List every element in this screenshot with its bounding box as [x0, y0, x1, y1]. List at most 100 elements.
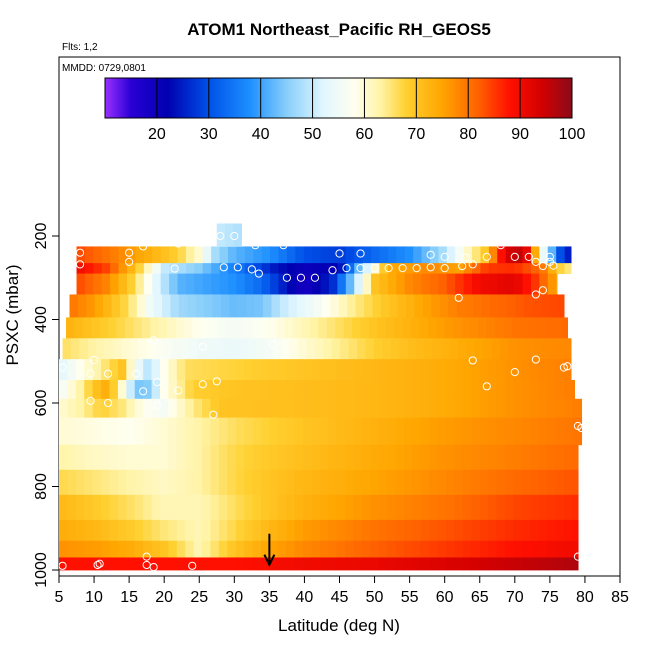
heatmap-cell — [522, 246, 532, 264]
heatmap-cell — [109, 557, 119, 571]
heatmap-cell — [465, 294, 475, 318]
heatmap-cell — [141, 317, 151, 339]
heatmap-cell — [70, 338, 80, 360]
heatmap-cell — [345, 469, 355, 496]
heatmap-cell — [192, 317, 202, 339]
heatmap-cell — [530, 359, 540, 381]
heatmap-cell — [412, 380, 422, 400]
heatmap-cell — [328, 263, 338, 274]
heatmap-cell — [415, 338, 425, 360]
heatmap-cell — [533, 338, 543, 360]
heatmap-cell — [260, 380, 270, 400]
heatmap-cell — [202, 444, 212, 471]
heatmap-cell — [76, 246, 86, 264]
heatmap-cell — [540, 294, 550, 318]
heatmap-cell — [109, 417, 119, 446]
heatmap-cell — [294, 519, 304, 542]
heatmap-cell — [109, 444, 119, 471]
heatmap-cell — [260, 469, 270, 496]
heatmap-cell — [277, 469, 287, 496]
heatmap-cell — [404, 444, 414, 471]
heatmap-cell — [387, 380, 397, 400]
location-marker — [263, 533, 276, 567]
x-tick-label: 15 — [120, 589, 138, 606]
heatmap-cell — [538, 444, 548, 471]
heatmap-cell — [193, 380, 203, 400]
heatmap-cell — [218, 469, 228, 496]
heatmap-cell — [479, 359, 489, 381]
heatmap-cell — [319, 519, 329, 542]
observation-point — [426, 263, 435, 272]
heatmap-cell — [202, 540, 212, 558]
heatmap-cell — [521, 380, 531, 400]
heatmap-cell — [202, 557, 212, 571]
x-tick-label: 60 — [436, 589, 454, 606]
heatmap-cell — [134, 380, 144, 400]
heatmap-cell — [244, 469, 254, 496]
heatmap-cell — [555, 519, 565, 542]
heatmap-cell — [261, 273, 271, 295]
heatmap-cell — [520, 317, 530, 339]
heatmap-cell — [278, 263, 288, 274]
heatmap-cell — [175, 317, 185, 339]
observation-point — [342, 264, 351, 273]
heatmap-cell — [378, 417, 388, 446]
observation-point — [233, 263, 242, 272]
heatmap-cell — [126, 494, 136, 521]
observation-point — [153, 378, 162, 387]
heatmap-cell — [370, 380, 380, 400]
heatmap-cell — [67, 380, 77, 400]
heatmap-cell — [563, 380, 573, 400]
heatmap-cell — [183, 317, 193, 339]
heatmap-cell — [126, 398, 136, 419]
heatmap-cell — [336, 398, 346, 419]
heatmap-cell — [247, 338, 257, 360]
heatmap-cell — [530, 557, 540, 571]
heatmap-cell — [286, 540, 296, 558]
heatmap-cell — [547, 380, 557, 400]
heatmap-cell — [362, 263, 372, 274]
heatmap-cell — [134, 540, 144, 558]
heatmap-cell — [396, 246, 406, 264]
heatmap-cell — [472, 246, 482, 264]
heatmap-cell — [124, 317, 134, 339]
heatmap-cell — [218, 398, 228, 419]
heatmap-cell — [354, 246, 364, 264]
heatmap-cell — [387, 417, 397, 446]
heatmap-cell — [515, 294, 525, 318]
observation-point — [198, 380, 207, 389]
heatmap-cell — [532, 294, 542, 318]
heatmap-cell — [462, 359, 472, 381]
heatmap-cell — [404, 380, 414, 400]
heatmap-cell — [269, 519, 279, 542]
observation-point — [216, 231, 225, 241]
heatmap-cell — [471, 417, 481, 446]
heatmap-cell — [235, 380, 245, 400]
heatmap-cell — [320, 273, 330, 295]
heatmap-cell — [572, 380, 576, 400]
heatmap-cell — [357, 338, 367, 360]
heatmap-cell — [301, 317, 311, 339]
heatmap-cell — [211, 263, 221, 274]
heatmap-cell — [244, 444, 254, 471]
heatmap-cell — [483, 338, 493, 360]
heatmap-cell — [488, 398, 498, 419]
heatmap-cell — [378, 540, 388, 558]
heatmap-cell — [352, 317, 362, 339]
heatmap-cell — [414, 294, 424, 318]
heatmap-cell — [404, 273, 414, 295]
heatmap-cell — [87, 338, 97, 360]
heatmap-cell — [387, 494, 397, 521]
heatmap-cell — [212, 294, 222, 318]
heatmap-cell — [473, 294, 483, 318]
heatmap-cell — [345, 246, 355, 264]
observation-point — [440, 264, 449, 273]
heatmap-cell — [497, 273, 507, 295]
heatmap-cell — [185, 417, 195, 446]
heatmap-cell — [202, 494, 212, 521]
heatmap-cell — [353, 398, 363, 419]
heatmap-cell — [185, 444, 195, 471]
heatmap-cell — [210, 359, 220, 381]
heatmap-cell — [354, 273, 364, 295]
chart-title: ATOM1 Northeast_Pacific RH_GEOS5 — [187, 20, 491, 39]
